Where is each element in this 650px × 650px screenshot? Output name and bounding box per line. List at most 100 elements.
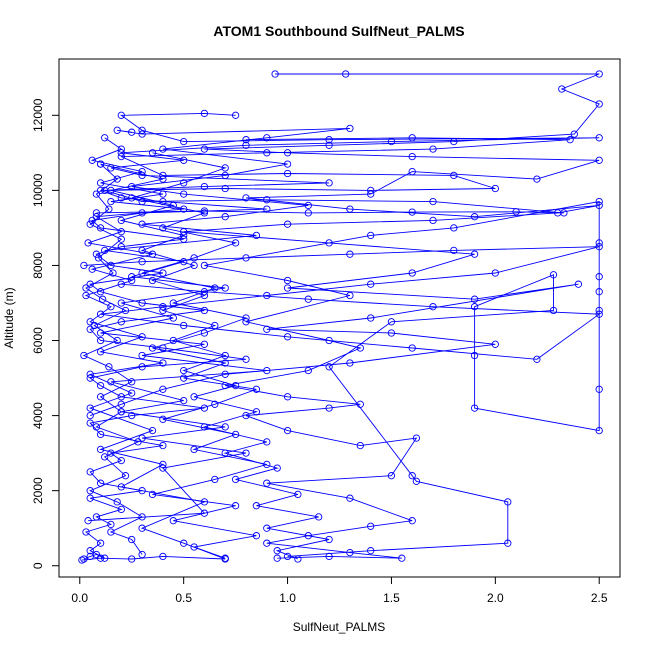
data-point <box>242 141 250 149</box>
data-point <box>107 186 115 195</box>
data-point <box>148 344 157 352</box>
x-tick-label: 0.0 <box>71 591 88 605</box>
data-point <box>273 464 281 472</box>
data-point <box>105 363 113 371</box>
data-point <box>595 426 603 435</box>
data-point <box>84 517 92 525</box>
data-point <box>283 169 292 178</box>
y-tick-label: 2000 <box>31 477 45 504</box>
data-point <box>117 216 125 225</box>
data-point <box>200 423 209 431</box>
data-point <box>200 145 209 153</box>
data-point <box>325 404 333 412</box>
data-point <box>138 246 146 255</box>
data-point <box>86 494 94 502</box>
data-point <box>221 164 229 172</box>
data-point <box>86 374 94 382</box>
data-point <box>86 487 94 495</box>
data-point <box>180 231 188 240</box>
data-point <box>86 220 94 228</box>
data-point <box>138 171 146 180</box>
data-point <box>159 552 167 561</box>
data-point <box>117 393 125 401</box>
data-point <box>325 552 333 561</box>
data-point <box>242 355 250 363</box>
data-point <box>86 468 94 476</box>
data-point <box>88 265 96 273</box>
data-point <box>566 136 574 144</box>
data-point <box>80 555 88 563</box>
series-line <box>81 137 226 561</box>
data-point <box>117 228 125 236</box>
data-point <box>211 400 219 408</box>
data-point <box>470 303 479 311</box>
data-point <box>325 363 333 371</box>
data-point <box>96 186 105 195</box>
data-point <box>159 303 167 311</box>
data-point <box>271 70 279 78</box>
data-point <box>263 479 271 487</box>
data-point <box>101 134 109 142</box>
data-point <box>429 303 437 311</box>
data-point <box>134 438 142 446</box>
data-point <box>180 190 188 198</box>
series-group <box>92 134 574 217</box>
data-point <box>558 85 566 93</box>
data-point <box>263 539 271 547</box>
data-point <box>96 336 105 345</box>
data-point <box>304 201 312 210</box>
data-point <box>595 134 603 142</box>
data-point <box>138 269 146 277</box>
data-point <box>159 415 167 423</box>
data-point <box>252 502 261 510</box>
data-point <box>595 385 603 393</box>
data-point <box>96 554 105 562</box>
series-line <box>83 246 601 360</box>
data-point <box>80 351 88 360</box>
data-point <box>180 179 188 187</box>
data-point <box>117 505 125 514</box>
data-point <box>283 426 292 435</box>
data-point <box>470 213 479 221</box>
data-point <box>180 539 188 547</box>
data-point <box>117 152 125 161</box>
data-point <box>86 370 94 378</box>
data-point <box>595 243 603 251</box>
data-point <box>342 70 350 78</box>
chart-title: ATOM1 Southbound SulfNeut_PALMS <box>213 23 464 39</box>
data-point <box>200 288 209 296</box>
data-point <box>367 314 375 322</box>
data-point <box>159 306 167 315</box>
data-point <box>200 291 209 300</box>
data-point <box>504 498 512 506</box>
data-point <box>138 487 146 495</box>
data-point <box>429 216 437 225</box>
data-point <box>273 554 281 562</box>
data-point <box>92 250 101 258</box>
data-point <box>113 126 121 134</box>
data-point <box>221 359 229 367</box>
data-point <box>96 445 105 454</box>
data-point <box>263 524 271 532</box>
data-point <box>180 396 188 405</box>
data-point <box>96 179 105 187</box>
data-point <box>96 393 105 401</box>
data-point <box>117 400 125 408</box>
data-point <box>491 184 499 193</box>
data-point <box>128 535 136 544</box>
data-point <box>180 321 188 330</box>
series-group <box>78 134 229 564</box>
data-point <box>113 336 121 345</box>
data-point <box>86 404 94 412</box>
data-point <box>325 535 333 544</box>
data-point <box>367 186 375 195</box>
data-point <box>200 207 209 215</box>
data-point <box>408 152 416 161</box>
data-point <box>92 209 101 217</box>
data-point <box>107 197 115 206</box>
data-point <box>96 348 105 356</box>
data-point <box>283 393 292 401</box>
data-point <box>84 239 92 247</box>
data-point <box>92 190 101 198</box>
data-point <box>408 134 416 142</box>
